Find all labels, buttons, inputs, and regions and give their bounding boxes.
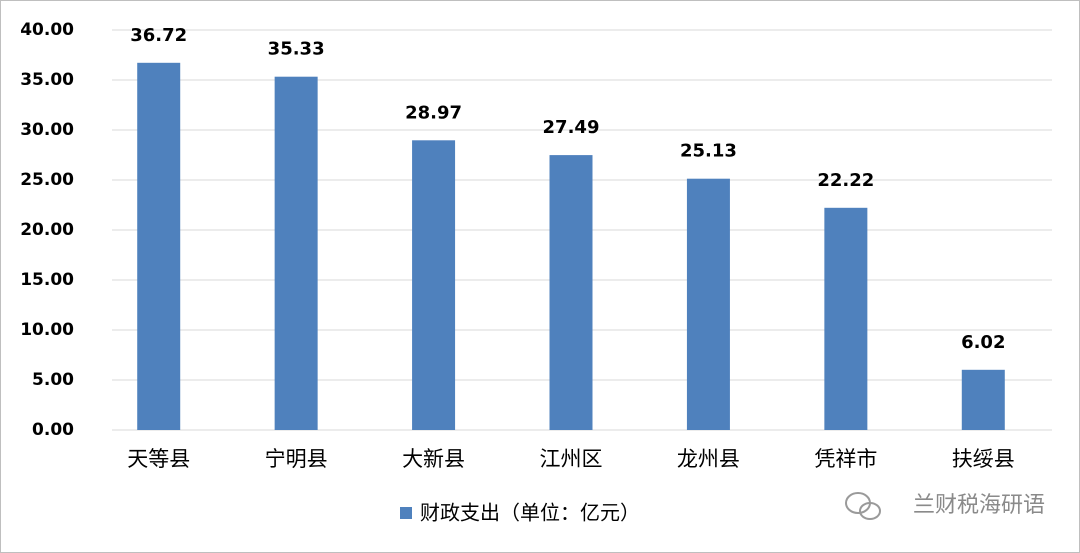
y-tick-label: 25.00 xyxy=(20,170,74,190)
bar xyxy=(274,76,318,430)
value-label: 28.97 xyxy=(405,102,462,123)
watermark: 兰财税海研语 xyxy=(913,493,1045,518)
bar xyxy=(686,178,730,430)
x-tick-label: 江州区 xyxy=(540,447,603,471)
y-tick-label: 35.00 xyxy=(20,70,74,90)
x-tick-label: 扶绥县 xyxy=(952,447,1015,471)
value-label: 22.22 xyxy=(817,170,874,191)
x-tick-label: 天等县 xyxy=(127,447,190,471)
bar xyxy=(824,207,868,430)
y-tick-label: 20.00 xyxy=(20,220,74,240)
value-label: 25.13 xyxy=(680,141,737,162)
value-label: 36.72 xyxy=(130,25,187,46)
y-tick-label: 30.00 xyxy=(20,120,74,140)
value-label: 35.33 xyxy=(268,39,325,60)
bar xyxy=(549,155,593,430)
bar xyxy=(961,369,1005,430)
y-tick-label: 40.00 xyxy=(20,20,74,40)
y-tick-label: 10.00 xyxy=(20,320,74,340)
x-tick-label: 宁明县 xyxy=(265,447,328,471)
watermark-icon xyxy=(845,492,881,520)
x-tick-label: 大新县 xyxy=(402,447,465,471)
y-tick-label: 0.00 xyxy=(32,420,74,440)
legend-swatch xyxy=(400,507,412,519)
bar xyxy=(137,62,181,431)
x-tick-label: 凭祥市 xyxy=(814,447,877,471)
y-tick-label: 15.00 xyxy=(20,270,74,290)
value-label: 6.02 xyxy=(961,332,1005,353)
bar xyxy=(412,140,456,431)
y-tick-label: 5.00 xyxy=(32,370,74,390)
legend-label: 财政支出（单位：亿元） xyxy=(420,501,640,525)
value-label: 27.49 xyxy=(543,117,600,138)
x-tick-label: 龙州县 xyxy=(677,447,740,471)
